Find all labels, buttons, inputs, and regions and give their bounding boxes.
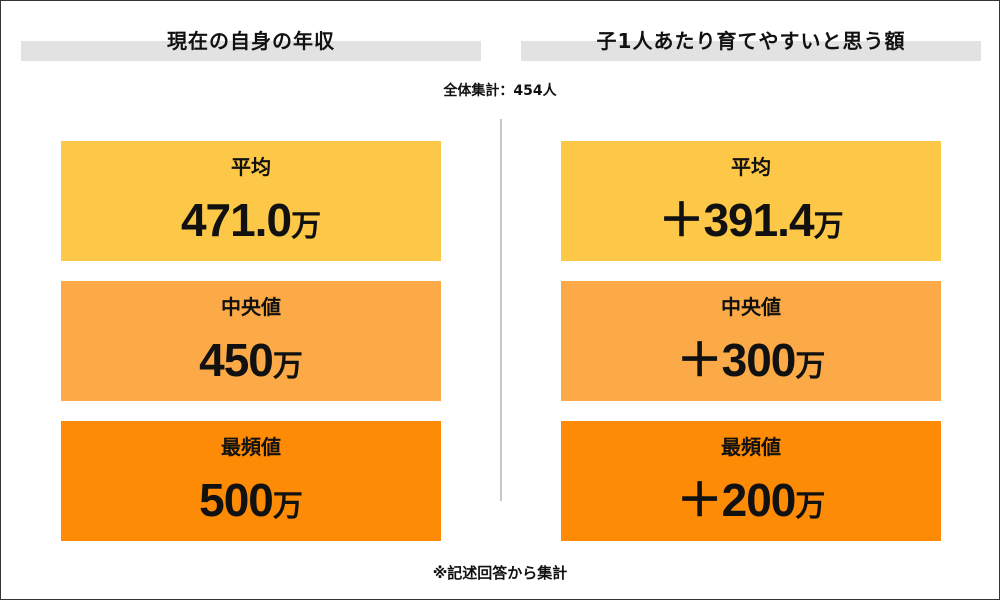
stat-label: 平均 — [731, 155, 771, 179]
stat-number: 471.0 — [180, 194, 292, 246]
left-column-title: 現在の自身の年収 — [167, 29, 335, 53]
income-median-card: 中央値 450万 — [61, 281, 441, 401]
stat-label: 最頻値 — [221, 435, 281, 459]
total-respondents: 全体集計：454人 — [443, 83, 557, 99]
column-divider — [500, 119, 502, 501]
stat-number: 500 — [199, 474, 274, 526]
income-mean-card: 平均 471.0万 — [61, 141, 441, 261]
stat-unit: 万 — [795, 490, 826, 523]
stat-unit: 万 — [272, 350, 303, 383]
stat-value: ＋200万 — [561, 473, 941, 534]
stat-label: 最頻値 — [721, 435, 781, 459]
stat-value: 450万 — [61, 333, 441, 394]
stat-label: 中央値 — [721, 295, 781, 319]
stat-number: ＋300 — [676, 334, 797, 386]
stat-label: 平均 — [231, 155, 271, 179]
stat-unit: 万 — [272, 490, 303, 523]
stat-unit: 万 — [813, 210, 844, 243]
childcare-mean-card: 平均 ＋391.4万 — [561, 141, 941, 261]
income-mode-card: 最頻値 500万 — [61, 421, 441, 541]
stat-number: ＋391.4 — [658, 194, 814, 246]
stat-value: 500万 — [61, 473, 441, 534]
stat-value: ＋300万 — [561, 333, 941, 394]
stat-value: 471.0万 — [61, 193, 441, 254]
stat-number: ＋200 — [676, 474, 797, 526]
stat-value: ＋391.4万 — [561, 193, 941, 254]
right-column-title: 子1人あたり育てやすいと思う額 — [596, 29, 906, 53]
left-column-header: 現在の自身の年収 — [21, 29, 481, 61]
childcare-mode-card: 最頻値 ＋200万 — [561, 421, 941, 541]
stat-unit: 万 — [795, 350, 826, 383]
stat-number: 450 — [199, 334, 274, 386]
stat-label: 中央値 — [221, 295, 281, 319]
right-column-header: 子1人あたり育てやすいと思う額 — [521, 29, 981, 61]
stat-unit: 万 — [291, 210, 322, 243]
footnote: ※記述回答から集計 — [432, 564, 568, 582]
childcare-median-card: 中央値 ＋300万 — [561, 281, 941, 401]
